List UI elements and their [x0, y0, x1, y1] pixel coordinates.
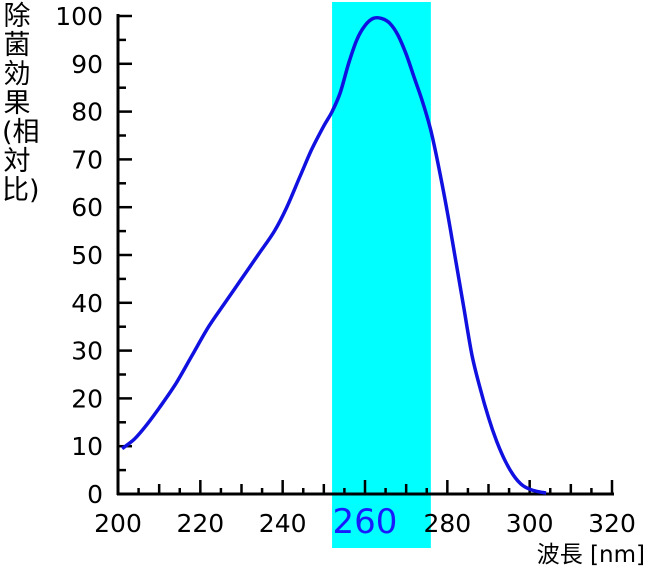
highlight-band — [332, 2, 431, 548]
series-layer — [121, 15, 547, 495]
y-axis-label: 除菌効果(相対比) — [2, 1, 40, 206]
x-tick-label: 220 — [176, 509, 224, 538]
y-tick-label: 0 — [87, 480, 103, 509]
highlight-tick-label: 260 — [333, 502, 398, 542]
y-tick-label: 70 — [71, 145, 103, 174]
y-tick-label: 20 — [71, 384, 103, 413]
x-tick-label: 240 — [259, 509, 307, 538]
y-tick-label: 60 — [71, 193, 103, 222]
axes-layer — [116, 14, 614, 496]
x-axis-label: 波長 [nm] — [537, 542, 645, 568]
y-tick-label: 40 — [71, 289, 103, 318]
series-line — [121, 15, 547, 495]
tick-label-layer: 0 10 20 30 40 50 60 70 80 90 100 200 220 240 260 280 300… — [55, 2, 636, 542]
highlight-band-layer — [332, 2, 431, 548]
y-tick-label: 80 — [71, 98, 103, 127]
y-tick-label: 30 — [71, 337, 103, 366]
y-tick-label: 10 — [71, 432, 103, 461]
y-tick-label: 90 — [71, 50, 103, 79]
x-tick-label: 300 — [506, 509, 554, 538]
x-tick-label: 200 — [94, 509, 142, 538]
y-tick-label: 50 — [71, 241, 103, 270]
x-tick-label: 320 — [588, 509, 636, 538]
x-tick-label: 280 — [423, 509, 471, 538]
y-tick-label: 100 — [55, 2, 103, 31]
